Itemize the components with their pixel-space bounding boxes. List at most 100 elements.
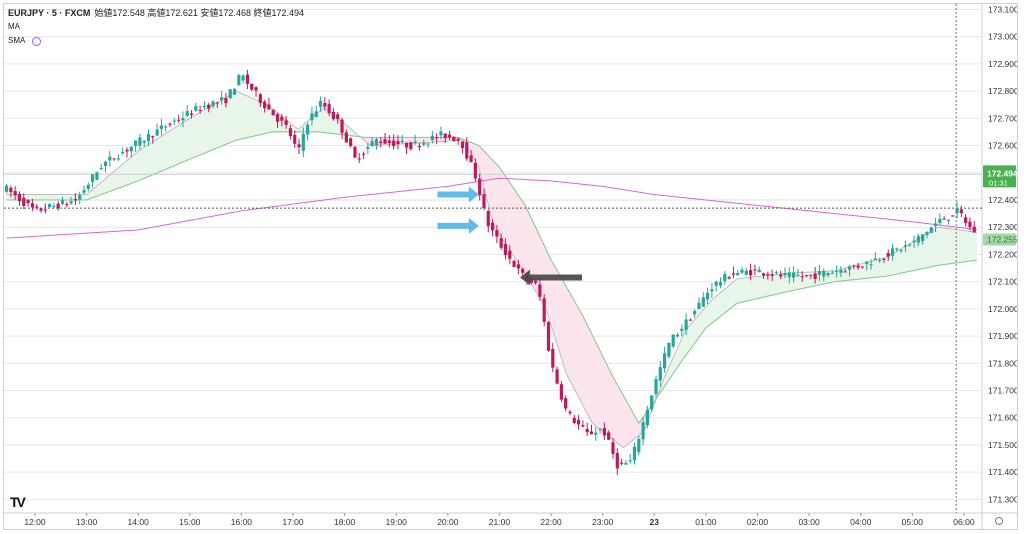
time-tick-label: 13:00 <box>76 517 98 527</box>
ma-band-segment <box>855 264 859 280</box>
candle-body <box>73 199 77 201</box>
candle-body <box>134 140 138 146</box>
settings-icon[interactable] <box>32 36 42 46</box>
ma-band-segment <box>205 107 208 153</box>
candle-body <box>361 153 366 155</box>
ma-band-segment <box>34 194 38 200</box>
candle-body <box>925 232 929 235</box>
candle-body <box>30 203 34 208</box>
ma-band-segment <box>600 350 603 432</box>
indicator-ma[interactable]: MA <box>8 22 20 31</box>
ma-band-segment <box>778 273 781 294</box>
ma-band-segment <box>636 418 639 438</box>
ma-band-segment <box>334 115 337 135</box>
time-tick-label: 05:00 <box>902 517 924 527</box>
price-tick-label: 171.600 <box>988 413 1017 423</box>
ma-band-segment <box>514 190 518 262</box>
time-tick-label: 03:00 <box>798 517 820 527</box>
candle-body <box>443 133 447 139</box>
candle-body <box>22 197 26 206</box>
candle-body <box>873 258 877 260</box>
ma-band-segment <box>558 273 562 358</box>
price-tick-label: 173.100 <box>988 4 1017 14</box>
ma-band-segment <box>202 109 206 154</box>
candle-body <box>65 204 69 206</box>
ma-band-segment <box>182 121 185 163</box>
candle-body <box>404 142 409 148</box>
ma-band-segment <box>535 227 539 296</box>
ma-band-segment <box>153 139 157 175</box>
ma-band-segment <box>956 229 959 263</box>
ma-band-segment <box>246 95 250 138</box>
ma-band-segment <box>938 227 941 266</box>
candle-body <box>641 422 645 440</box>
candle-body <box>185 111 189 116</box>
ma-band-segment <box>140 147 144 180</box>
candle-body <box>379 141 383 144</box>
symbol-label[interactable]: EURJPY · 5 · FXCM <box>8 8 91 18</box>
candle-body <box>90 174 95 182</box>
time-tick-label: 14:00 <box>128 517 150 527</box>
candle-body <box>508 250 512 259</box>
ma-band-segment <box>58 194 61 200</box>
candle-body <box>731 273 736 275</box>
ma-band-segment <box>894 251 897 275</box>
ma-band-segment <box>881 257 884 277</box>
ma-band-segment <box>117 166 121 189</box>
candle-body <box>60 200 65 204</box>
candle-body <box>387 140 391 143</box>
candle-body <box>447 134 452 138</box>
ma-band-segment <box>687 324 691 353</box>
candle-body <box>142 141 146 143</box>
candle-body <box>26 199 30 204</box>
ma-band-segment <box>943 227 946 265</box>
ma-band-segment <box>163 133 167 171</box>
ma-band-segment <box>747 277 750 301</box>
ma-band-segment <box>427 137 430 143</box>
candle-body <box>839 269 843 273</box>
axis-settings-icon[interactable] <box>995 517 1003 525</box>
ma-band-segment <box>914 239 918 271</box>
ma-band-segment <box>845 267 848 281</box>
ma-band-segment <box>468 141 472 154</box>
ma-band-segment <box>772 274 776 295</box>
ma-band-segment <box>107 174 110 193</box>
candle-body <box>658 367 662 381</box>
candle-body <box>99 168 103 170</box>
ma-band-segment <box>638 419 642 436</box>
ma-band-segment <box>829 270 833 283</box>
price-tick-label: 172.600 <box>988 141 1017 151</box>
candle-body <box>456 138 460 141</box>
candle-body <box>39 208 43 211</box>
price-chart[interactable]: 173.100 173.000 172.900 172.800 172.700 172.6… <box>4 4 1017 529</box>
candle-body <box>47 203 52 207</box>
candle-body <box>675 334 680 337</box>
ma-band-segment <box>711 298 714 324</box>
ma-band-segment <box>945 228 949 265</box>
candle-body <box>753 269 757 271</box>
ma-band-segment <box>71 194 74 200</box>
candle-body <box>267 104 271 110</box>
ma-band-segment <box>785 273 789 292</box>
candle-body <box>710 289 714 292</box>
ma-band-segment <box>582 314 585 409</box>
ma-band-segment <box>125 159 128 186</box>
candle-body <box>396 141 400 145</box>
ma-band-segment <box>65 194 69 200</box>
price-tick-label: 172.200 <box>988 249 1017 259</box>
indicator-sma[interactable]: SMA <box>8 36 26 45</box>
ma-band-segment <box>574 300 577 394</box>
candle-body <box>426 143 430 145</box>
candle-body <box>224 98 228 104</box>
ma-band-segment <box>631 409 634 442</box>
price-tick-label: 172.000 <box>988 304 1017 314</box>
ma-band-segment <box>27 194 30 200</box>
candle-body <box>933 223 938 227</box>
candle-body <box>546 322 551 351</box>
ma-band-segment <box>597 345 601 430</box>
ma-band-segment <box>775 274 779 295</box>
ma-band-segment <box>63 194 66 200</box>
ma-band-segment <box>876 259 879 278</box>
ma-band-segment <box>174 126 177 166</box>
time-tick-label: 16:00 <box>231 517 253 527</box>
